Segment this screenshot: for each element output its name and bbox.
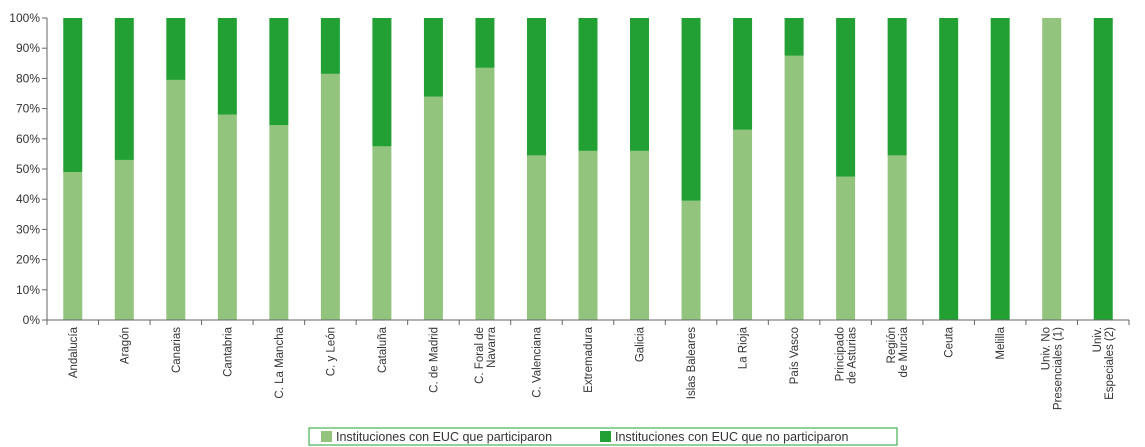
y-tick-label: 100% bbox=[9, 11, 40, 25]
bar-segment-participated bbox=[887, 155, 907, 320]
bar-segment-not-participated bbox=[578, 18, 598, 151]
legend-swatch-participated bbox=[321, 431, 332, 442]
bar-segment-not-participated bbox=[990, 18, 1010, 320]
bar-segment-not-participated bbox=[166, 18, 186, 80]
x-category-label: Extremadura bbox=[583, 326, 595, 392]
y-axis: 0% 10% 20% 30% 40% 50% 60% 70% 80% 90% 100% bbox=[9, 11, 48, 327]
x-category-label: Aragón bbox=[119, 327, 131, 364]
x-category-label: Islas Baleares bbox=[686, 327, 698, 399]
y-tick-label: 50% bbox=[16, 162, 40, 176]
y-tick-label: 80% bbox=[16, 71, 40, 85]
x-category-label: Ceuta bbox=[944, 326, 956, 357]
x-category-label: Cataluña bbox=[377, 326, 389, 373]
y-tick-label: 20% bbox=[16, 253, 40, 267]
bar-segment-not-participated bbox=[320, 18, 340, 74]
bar-segment-not-participated bbox=[681, 18, 701, 201]
bar-segment-participated bbox=[630, 150, 650, 320]
bar-segment-participated bbox=[681, 200, 701, 320]
x-category-label: Regiónde Murcia bbox=[886, 326, 910, 377]
bar-segment-not-participated bbox=[114, 18, 134, 160]
x-category-label: C. de Madrid bbox=[428, 327, 440, 393]
bar-segment-participated bbox=[423, 96, 443, 321]
bar-segment-not-participated bbox=[217, 18, 237, 115]
bar-segment-participated bbox=[320, 73, 340, 321]
bar-segment-not-participated bbox=[526, 18, 546, 156]
bar-segment-not-participated bbox=[475, 18, 495, 68]
x-category-label: Principadode Asturias bbox=[835, 327, 859, 384]
bar-segment-participated bbox=[578, 150, 598, 320]
bar-segment-participated bbox=[526, 155, 546, 320]
legend-swatch-not-participated bbox=[600, 431, 611, 442]
x-axis: Andalucía Aragón Canarias Cantabria C. La Ma… bbox=[46, 319, 1130, 410]
x-category-label: Canarias bbox=[171, 327, 183, 373]
legend-label-not-participated: Instituciones con EUC que no participaro… bbox=[615, 430, 849, 444]
bar-segment-participated bbox=[733, 129, 753, 320]
bar-segment-not-participated bbox=[423, 18, 443, 97]
bar-segment-participated bbox=[475, 67, 495, 320]
bar-segment-not-participated bbox=[1093, 18, 1113, 320]
bar-segment-participated bbox=[63, 172, 83, 320]
bar-segment-participated bbox=[836, 176, 856, 320]
y-tick-label: 70% bbox=[16, 102, 40, 116]
bar-segment-not-participated bbox=[784, 18, 804, 56]
bar-segment-not-participated bbox=[836, 18, 856, 177]
x-category-label: C. La Mancha bbox=[274, 326, 286, 398]
x-category-label: C. y León bbox=[325, 327, 337, 376]
y-tick-label: 30% bbox=[16, 222, 40, 236]
bar-segment-participated bbox=[217, 114, 237, 320]
y-tick-label: 90% bbox=[16, 41, 40, 55]
bar-segment-not-participated bbox=[63, 18, 83, 173]
bar-segment-not-participated bbox=[372, 18, 392, 147]
x-category-label: Galicia bbox=[635, 326, 647, 362]
bar-segment-participated bbox=[372, 146, 392, 320]
x-category-label: Melilla bbox=[995, 326, 1007, 359]
x-category-label: Andalucía bbox=[68, 326, 80, 378]
bar-segment-participated bbox=[166, 79, 186, 320]
y-tick-label: 10% bbox=[16, 283, 40, 297]
bar-segment-not-participated bbox=[887, 18, 907, 156]
x-category-label: Univ.Especiales (2) bbox=[1092, 327, 1116, 400]
bar-segment-not-participated bbox=[733, 18, 753, 130]
bar-segment-participated bbox=[784, 55, 804, 320]
bar-segment-not-participated bbox=[630, 18, 650, 151]
y-tick-label: 0% bbox=[23, 313, 41, 327]
y-tick-label: 60% bbox=[16, 132, 40, 146]
bar-segment-participated bbox=[269, 125, 289, 321]
bar-segment-participated bbox=[114, 159, 134, 320]
bar-segment-not-participated bbox=[269, 18, 289, 126]
legend: Instituciones con EUC que participaron I… bbox=[308, 427, 898, 446]
x-category-label: Univ. NoPresenciales (1) bbox=[1041, 327, 1065, 410]
x-category-label: La Rioja bbox=[738, 326, 750, 369]
x-category-label: Cantabria bbox=[222, 326, 234, 376]
bar-segment-not-participated bbox=[939, 18, 959, 320]
x-category-label: C. Foral deNavarra bbox=[474, 326, 498, 383]
bar-segment-participated bbox=[1042, 18, 1062, 320]
x-category-label: C. Valenciana bbox=[531, 326, 543, 397]
legend-label-participated: Instituciones con EUC que participaron bbox=[336, 430, 552, 444]
x-category-label: País Vasco bbox=[789, 327, 801, 384]
y-tick-label: 40% bbox=[16, 192, 40, 206]
bars-group bbox=[63, 18, 1113, 321]
